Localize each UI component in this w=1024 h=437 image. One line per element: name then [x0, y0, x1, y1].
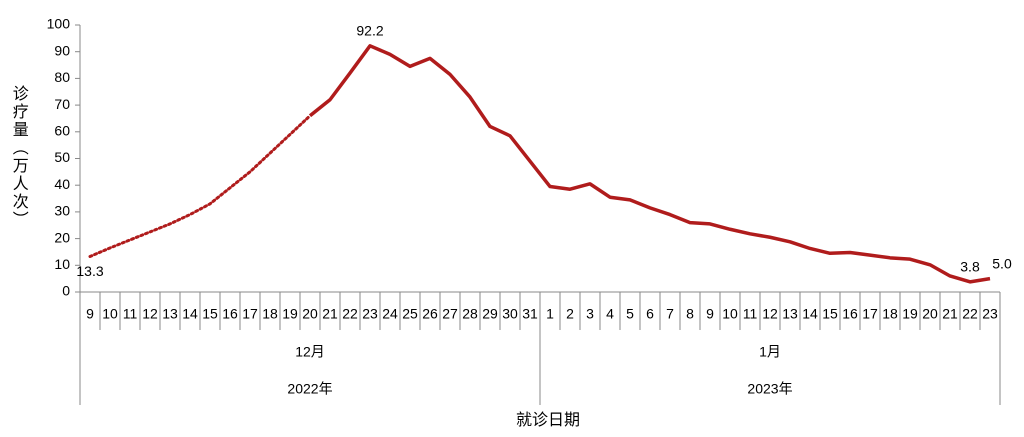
- y-tick-label: 100: [47, 16, 71, 32]
- y-tick-label: 20: [54, 229, 70, 245]
- x-tick-label: 10: [102, 306, 118, 322]
- x-tick-label: 27: [442, 306, 458, 322]
- y-axis-title: 诊疗量（万人次）: [10, 85, 29, 229]
- x-axis-title: 就诊日期: [516, 411, 580, 429]
- x-tick-label: 17: [242, 306, 258, 322]
- x-tick-label: 12: [142, 306, 158, 322]
- x-tick-label: 11: [743, 306, 758, 322]
- x-tick-label: 19: [282, 306, 298, 322]
- x-tick-label: 17: [862, 306, 878, 322]
- x-tick-label: 14: [802, 306, 818, 322]
- x-tick-label: 25: [402, 306, 418, 322]
- line-series: [308, 44, 991, 284]
- x-tick-label: 13: [782, 306, 798, 322]
- y-tick-label: 0: [62, 283, 70, 299]
- x-tick-label: 1: [546, 306, 554, 322]
- x-tick-label: 6: [646, 306, 654, 322]
- x-tick-label: 16: [222, 306, 238, 322]
- x-tick-label: 13: [162, 306, 178, 322]
- x-tick-label: 15: [822, 306, 838, 322]
- x-tick-label: 31: [522, 306, 538, 322]
- x-tick-label: 18: [262, 306, 278, 322]
- x-tick-label: 30: [502, 306, 518, 322]
- x-tick-label: 22: [962, 306, 978, 322]
- x-tick-label: 23: [982, 306, 998, 322]
- year-label: 2023年: [747, 381, 792, 397]
- data-label: 92.2: [356, 23, 383, 39]
- y-tick-label: 60: [54, 123, 70, 139]
- x-tick-label: 16: [842, 306, 858, 322]
- x-tick-label: 8: [686, 306, 694, 322]
- x-tick-label: 11: [123, 306, 138, 322]
- y-tick-label: 10: [54, 256, 70, 272]
- y-tick-label: 70: [54, 96, 70, 112]
- x-tick-label: 22: [342, 306, 358, 322]
- x-tick-label: 19: [902, 306, 918, 322]
- x-tick-label: 9: [706, 306, 714, 322]
- month-label: 12月: [295, 344, 325, 360]
- data-label: 5.0: [992, 255, 1012, 271]
- x-tick-label: 7: [666, 306, 674, 322]
- x-tick-label: 20: [302, 306, 318, 322]
- x-tick-label: 20: [922, 306, 938, 322]
- x-tick-label: 14: [182, 306, 198, 322]
- x-tick-label: 24: [382, 306, 398, 322]
- x-tick-label: 9: [86, 306, 94, 322]
- data-label: 3.8: [960, 259, 980, 275]
- x-tick-label: 29: [482, 306, 498, 322]
- x-tick-label: 12: [762, 306, 778, 322]
- x-tick-label: 26: [422, 306, 438, 322]
- y-tick-label: 40: [54, 176, 70, 192]
- x-tick-label: 5: [626, 306, 634, 322]
- x-tick-label: 10: [722, 306, 738, 322]
- x-tick-label: 3: [586, 306, 594, 322]
- x-tick-label: 21: [942, 306, 958, 322]
- y-tick-label: 80: [54, 69, 70, 85]
- x-tick-label: 15: [202, 306, 218, 322]
- x-tick-label: 28: [462, 306, 478, 322]
- x-tick-label: 23: [362, 306, 378, 322]
- x-tick-label: 2: [566, 306, 574, 322]
- line-series: [88, 114, 312, 258]
- data-label: 13.3: [76, 263, 103, 279]
- x-tick-label: 21: [322, 306, 338, 322]
- y-tick-label: 50: [54, 149, 70, 165]
- y-tick-label: 30: [54, 203, 70, 219]
- x-tick-label: 18: [882, 306, 898, 322]
- y-tick-label: 90: [54, 42, 70, 58]
- x-tick-label: 4: [606, 306, 614, 322]
- month-label: 1月: [759, 344, 781, 360]
- year-label: 2022年: [287, 381, 332, 397]
